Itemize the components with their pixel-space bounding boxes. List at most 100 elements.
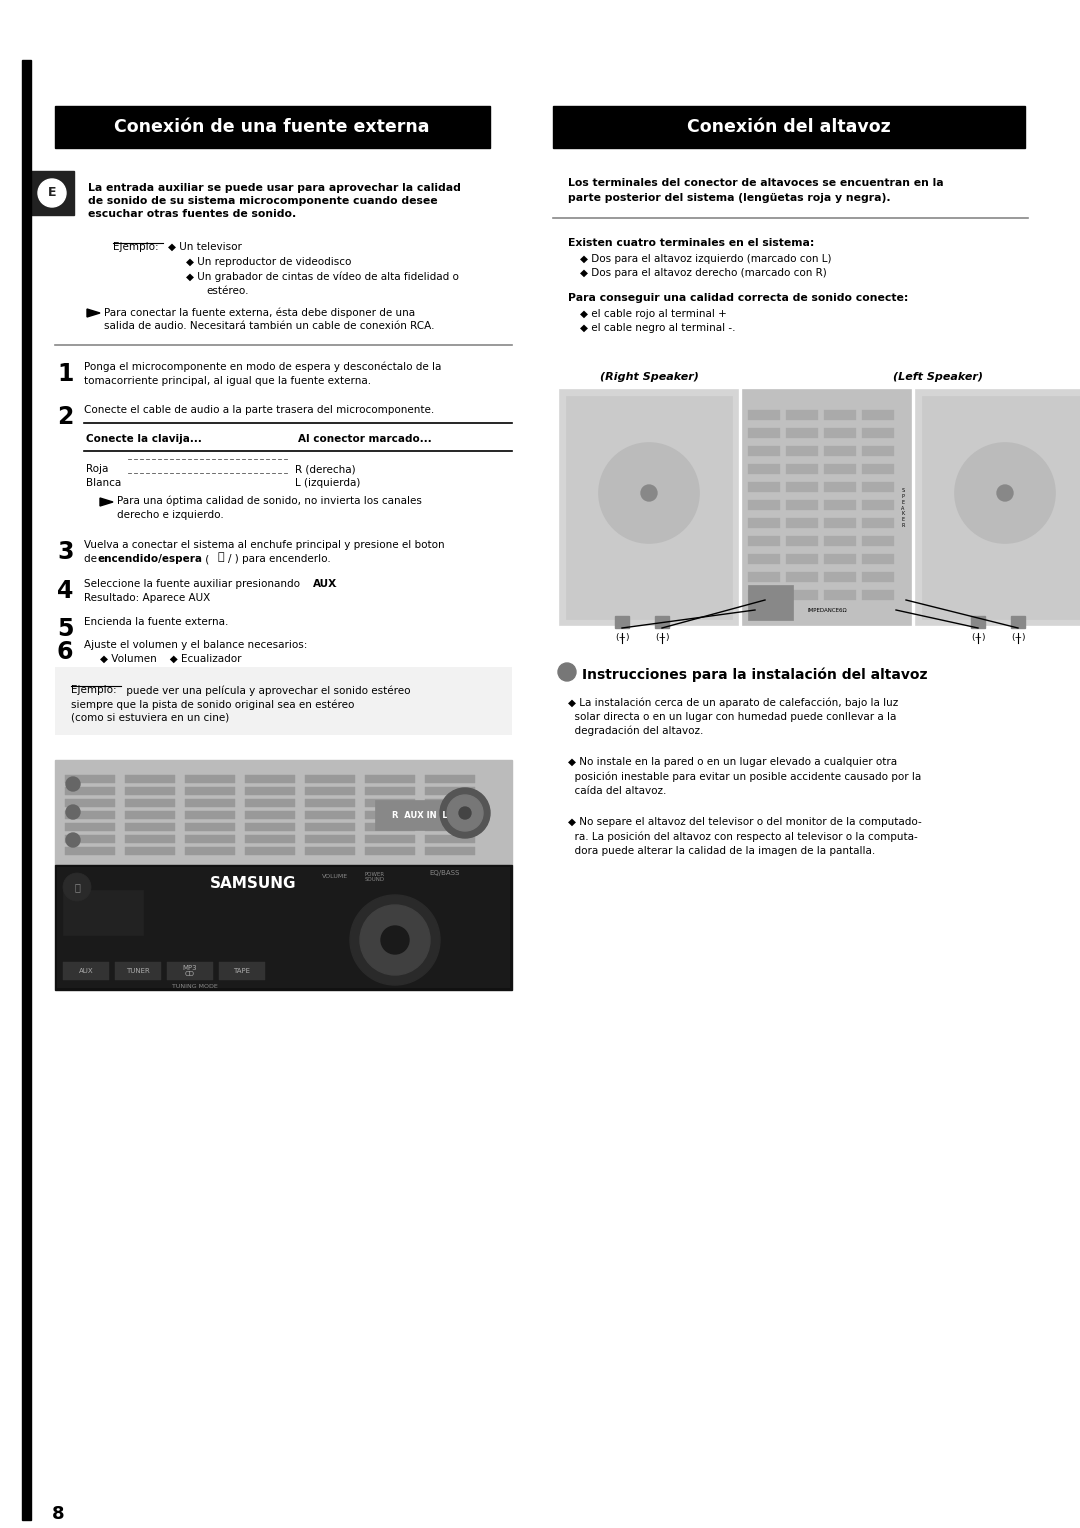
Circle shape	[642, 484, 657, 501]
Text: ◆ No separe el altavoz del televisor o del monitor de la computado-
  ra. La pos: ◆ No separe el altavoz del televisor o d…	[568, 817, 921, 856]
Bar	[748, 518, 780, 529]
Bar	[245, 847, 295, 856]
Bar	[916, 390, 1080, 625]
Polygon shape	[100, 498, 113, 506]
Bar	[786, 590, 818, 601]
Bar	[245, 775, 295, 782]
Bar	[22, 60, 31, 1520]
Text: S
P
E
A
K
E
R: S P E A K E R	[902, 487, 905, 527]
Bar	[365, 834, 415, 843]
Bar	[426, 787, 475, 795]
Text: Los terminales del conector de altavoces se encuentran en la: Los terminales del conector de altavoces…	[568, 177, 944, 188]
Bar	[862, 536, 894, 545]
Text: L (izquierda): L (izquierda)	[295, 478, 361, 487]
Text: 1: 1	[57, 362, 73, 387]
Bar	[55, 668, 512, 735]
Bar	[748, 590, 780, 601]
Bar	[748, 428, 780, 439]
Bar	[786, 555, 818, 564]
Bar	[65, 799, 114, 807]
Bar	[365, 799, 415, 807]
Bar	[922, 396, 1080, 619]
Bar	[65, 811, 114, 819]
Circle shape	[381, 926, 409, 953]
Text: TAPE: TAPE	[233, 969, 251, 973]
Bar	[426, 775, 475, 782]
Circle shape	[66, 833, 80, 847]
Circle shape	[440, 788, 490, 837]
Polygon shape	[87, 309, 100, 316]
Bar	[305, 834, 355, 843]
Bar	[219, 963, 265, 979]
Text: Ejemplo:: Ejemplo:	[113, 241, 159, 252]
Bar	[365, 775, 415, 782]
Bar	[305, 799, 355, 807]
Text: salida de audio. Necesitará también un cable de conexión RCA.: salida de audio. Necesitará también un c…	[104, 321, 434, 332]
Text: ◆ Un televisor: ◆ Un televisor	[168, 241, 242, 252]
Bar	[63, 963, 109, 979]
Bar	[365, 847, 415, 856]
Text: ◆ Dos para el altavoz derecho (marcado con R): ◆ Dos para el altavoz derecho (marcado c…	[580, 267, 827, 278]
Bar	[365, 811, 415, 819]
Text: Ejemplo:: Ejemplo:	[71, 685, 117, 695]
Bar	[125, 811, 175, 819]
Bar	[748, 500, 780, 510]
Text: ◆ No instale en la pared o en un lugar elevado a cualquier otra
  posición inest: ◆ No instale en la pared o en un lugar e…	[568, 756, 921, 796]
Bar	[748, 571, 780, 582]
Text: R  AUX IN  L: R AUX IN L	[392, 810, 448, 819]
Bar	[561, 390, 738, 625]
Bar	[305, 847, 355, 856]
Circle shape	[599, 443, 699, 542]
Bar	[167, 963, 213, 979]
Bar	[824, 555, 856, 564]
Text: Para conseguir una calidad correcta de sonido conecte:: Para conseguir una calidad correcta de s…	[568, 293, 908, 303]
Bar	[824, 590, 856, 601]
Text: derecho e izquierdo.: derecho e izquierdo.	[117, 510, 224, 520]
Text: AUX: AUX	[79, 969, 93, 973]
Bar	[245, 824, 295, 831]
Bar	[125, 834, 175, 843]
Bar	[185, 847, 235, 856]
Text: 3: 3	[57, 539, 73, 564]
Bar	[824, 571, 856, 582]
Bar	[125, 824, 175, 831]
Bar	[57, 866, 510, 989]
Circle shape	[558, 663, 576, 681]
Bar	[748, 410, 780, 420]
Text: La entrada auxiliar se puede usar para aprovechar la calidad
de sonido de su sis: La entrada auxiliar se puede usar para a…	[87, 183, 461, 220]
Bar	[748, 555, 780, 564]
Bar	[553, 105, 1025, 148]
Bar	[862, 500, 894, 510]
Bar	[786, 465, 818, 474]
Bar	[185, 824, 235, 831]
Bar	[786, 571, 818, 582]
Text: .: .	[334, 579, 337, 588]
Text: (−): (−)	[654, 633, 670, 642]
Text: Conecte la clavija...: Conecte la clavija...	[86, 434, 202, 445]
Bar	[862, 410, 894, 420]
Text: Existen cuatro terminales en el sistema:: Existen cuatro terminales en el sistema:	[568, 238, 814, 248]
Bar	[305, 787, 355, 795]
Bar	[615, 616, 629, 628]
Text: estéreo.: estéreo.	[206, 286, 248, 296]
Text: Ajuste el volumen y el balance necesarios:: Ajuste el volumen y el balance necesario…	[84, 640, 308, 649]
Bar	[786, 428, 818, 439]
Bar	[185, 811, 235, 819]
Text: ◆ Un reproductor de videodisco: ◆ Un reproductor de videodisco	[186, 257, 351, 267]
Text: (+): (+)	[971, 633, 985, 642]
Bar	[786, 536, 818, 545]
Bar	[185, 787, 235, 795]
Bar	[748, 481, 780, 492]
Bar	[375, 801, 465, 830]
Bar	[185, 775, 235, 782]
Circle shape	[360, 905, 430, 975]
Bar	[824, 428, 856, 439]
Text: AUX: AUX	[313, 579, 337, 588]
Text: ◆ el cable rojo al terminal +: ◆ el cable rojo al terminal +	[580, 309, 727, 319]
Circle shape	[459, 807, 471, 819]
Text: Instrucciones para la instalación del altavoz: Instrucciones para la instalación del al…	[582, 668, 928, 681]
Bar	[824, 481, 856, 492]
Text: 2: 2	[57, 405, 73, 429]
Bar	[185, 834, 235, 843]
Bar	[305, 811, 355, 819]
